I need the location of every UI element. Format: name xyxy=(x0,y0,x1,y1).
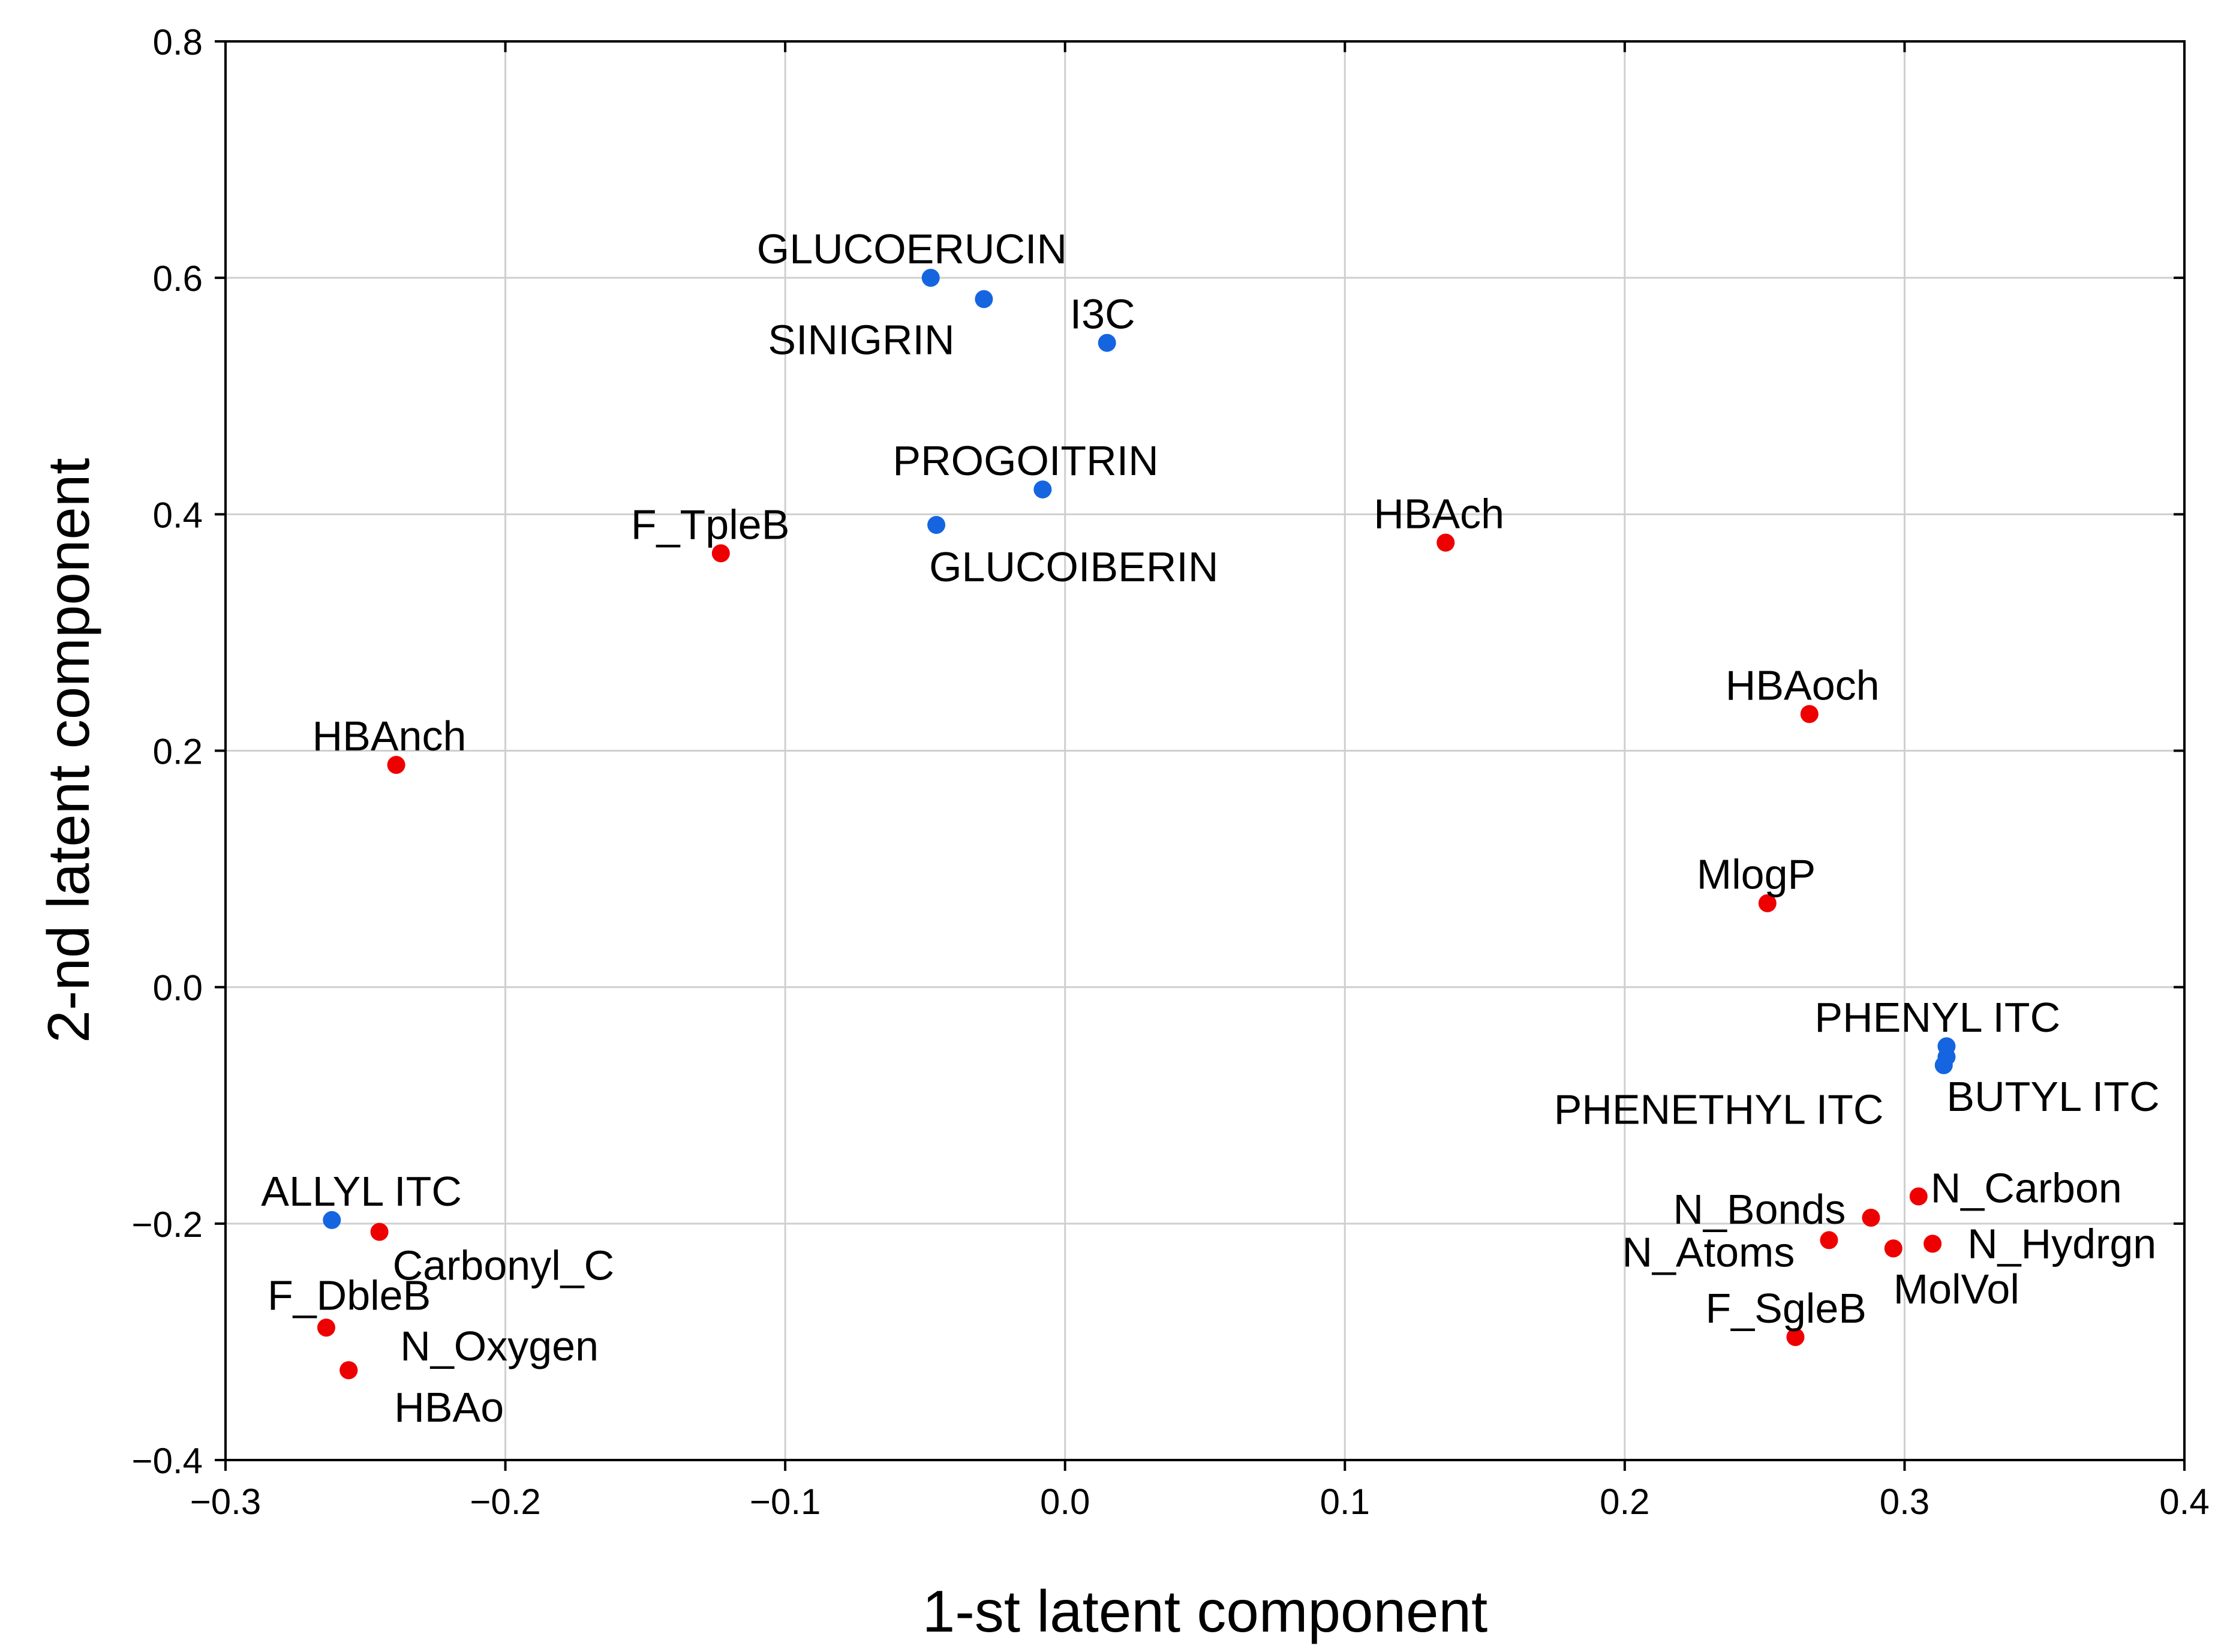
label-hbao: HBAo xyxy=(394,1384,504,1431)
point-hbach xyxy=(1436,533,1455,552)
y-tick-label: 0.0 xyxy=(153,968,203,1008)
label-butyl-itc: BUTYL ITC xyxy=(1946,1073,2159,1120)
point-f-dbleb xyxy=(317,1318,335,1337)
grid-lines xyxy=(226,41,2184,1460)
point-phenethyl-itc xyxy=(1934,1056,1953,1074)
point-hbaoch xyxy=(1800,705,1819,723)
y-tick-label: 0.6 xyxy=(153,259,203,299)
axis-ticks: −0.3 −0.2 −0.1 0.0 0.1 0.2 0.3 0.4 −0.4 −0.2 0.0 0.… xyxy=(132,22,2210,1522)
point-mlogp xyxy=(1758,894,1777,912)
x-tick-label: 0.2 xyxy=(1600,1482,1649,1522)
y-tick-label: 0.4 xyxy=(153,495,203,535)
point-f-sgleb xyxy=(1786,1328,1805,1347)
point-f-tpleb xyxy=(711,544,730,563)
label-hbanch: HBAnch xyxy=(312,713,467,759)
label-carbonyl-c: Carbonyl_C xyxy=(393,1242,615,1289)
label-phenethyl-itc: PHENETHYL ITC xyxy=(1554,1086,1884,1133)
x-tick-label: −0.2 xyxy=(470,1482,540,1522)
label-n-hydrgn: N_Hydrgn xyxy=(1967,1220,2156,1267)
y-tick-label: 0.2 xyxy=(153,732,203,772)
y-tick-label: −0.4 xyxy=(132,1441,203,1481)
label-f-tpleb: F_TpleB xyxy=(631,501,790,548)
label-hbach: HBAch xyxy=(1374,491,1504,537)
label-glucoiberin: GLUCOIBERIN xyxy=(929,543,1218,590)
label-molvol: MolVol xyxy=(1894,1266,2019,1312)
point-hbanch xyxy=(387,756,405,774)
label-n-oxygen: N_Oxygen xyxy=(400,1323,599,1369)
x-tick-label: 0.3 xyxy=(1880,1482,1930,1522)
point-progoitrin xyxy=(1033,480,1052,498)
point-hbao xyxy=(339,1361,358,1380)
point-glucoerucin xyxy=(921,269,940,287)
label-mlogp: MlogP xyxy=(1697,851,1816,898)
label-i3c: I3C xyxy=(1070,291,1135,338)
y-axis-title: 2-nd latent component xyxy=(35,458,101,1043)
point-sinigrin xyxy=(975,290,993,308)
y-tick-label: −0.2 xyxy=(132,1205,203,1245)
point-carbonyl-c xyxy=(370,1223,389,1241)
label-phenyl-itc: PHENYL ITC xyxy=(1814,994,2060,1041)
label-f-dbleb: F_DbleB xyxy=(268,1272,431,1318)
y-tick-label: 0.8 xyxy=(153,22,203,62)
x-tick-label: −0.3 xyxy=(190,1482,261,1522)
point-allyl-itc xyxy=(323,1211,341,1229)
point-n-atoms xyxy=(1820,1231,1838,1249)
point-glucoiberin xyxy=(927,516,946,534)
data-points xyxy=(317,269,1956,1380)
label-n-carbon: N_Carbon xyxy=(1931,1165,2122,1212)
x-tick-label: 0.1 xyxy=(1320,1482,1370,1522)
label-progoitrin: PROGOITRIN xyxy=(892,437,1158,484)
x-tick-label: −0.1 xyxy=(750,1482,821,1522)
x-tick-label: 0.0 xyxy=(1040,1482,1090,1522)
label-n-bonds: N_Bonds xyxy=(1673,1186,1846,1233)
point-n-hydrgn xyxy=(1924,1235,1942,1253)
label-hbaoch: HBAoch xyxy=(1726,662,1880,708)
label-f-sgleb: F_SgleB xyxy=(1705,1285,1866,1332)
label-sinigrin: SINIGRIN xyxy=(768,317,954,364)
x-axis-title: 1-st latent component xyxy=(922,1578,1487,1644)
label-glucoerucin: GLUCOERUCIN xyxy=(757,226,1067,272)
point-i3c xyxy=(1098,334,1116,352)
label-n-atoms: N_Atoms xyxy=(1622,1229,1795,1275)
plot-frame xyxy=(224,40,2186,1461)
x-tick-label: 0.4 xyxy=(2159,1482,2209,1522)
point-n-carbon xyxy=(1909,1187,1928,1206)
point-labels: GLUCOERUCIN SINIGRIN I3C PROGOITRIN GLUCOIBE… xyxy=(261,226,2159,1431)
point-molvol xyxy=(1884,1239,1903,1258)
label-allyl-itc: ALLYL ITC xyxy=(261,1168,462,1215)
point-n-bonds xyxy=(1862,1208,1880,1227)
